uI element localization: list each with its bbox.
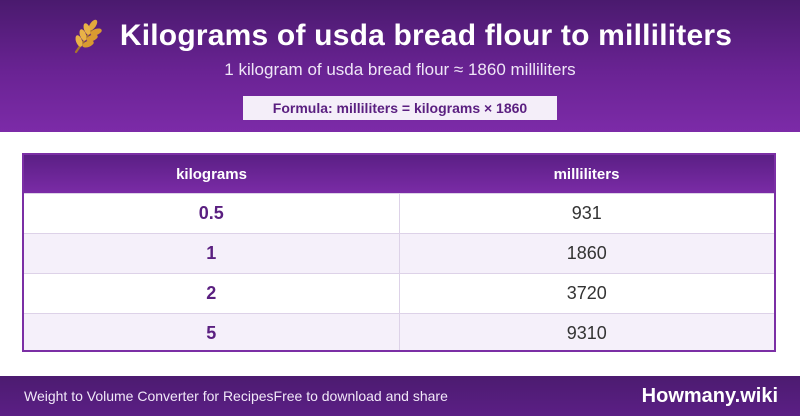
cell-kilograms: 1 <box>24 233 400 274</box>
cell-kilograms: 2 <box>24 273 400 314</box>
footer-share-text: Free to download and share <box>273 388 448 404</box>
page-title: Kilograms of usda bread flour to millili… <box>119 19 733 52</box>
table-row: 5 9310 <box>24 313 774 350</box>
table-header-row: kilograms milliliters <box>24 155 774 194</box>
footer-bar: Weight to Volume Converter for RecipesFr… <box>0 376 800 416</box>
title-row: Kilograms of usda bread flour to millili… <box>0 14 800 58</box>
table-row: 2 3720 <box>24 273 774 314</box>
table-row: 0.5 931 <box>24 193 774 234</box>
conversion-table-grid: kilograms milliliters 0.5 931 1 1860 2 3… <box>24 155 774 350</box>
cell-milliliters: 3720 <box>399 273 774 314</box>
column-header-milliliters: milliliters <box>399 155 774 194</box>
cell-milliliters: 931 <box>399 193 774 234</box>
header-banner: Kilograms of usda bread flour to millili… <box>0 0 800 132</box>
cell-milliliters: 9310 <box>399 313 774 350</box>
brand-logo-text[interactable]: Howmany.wiki <box>641 385 778 407</box>
conversion-table: kilograms milliliters 0.5 931 1 1860 2 3… <box>22 153 776 352</box>
cell-milliliters: 1860 <box>399 233 774 274</box>
cell-kilograms: 0.5 <box>24 193 400 234</box>
table-row: 1 1860 <box>24 233 774 274</box>
formula-box: Formula: milliliters = kilograms × 1860 <box>243 96 557 120</box>
wheat-icon <box>68 16 108 56</box>
cell-kilograms: 5 <box>24 313 400 350</box>
footer-tagline: Weight to Volume Converter for RecipesFr… <box>24 376 448 416</box>
conversion-subtitle: 1 kilogram of usda bread flour ≈ 1860 mi… <box>224 60 576 79</box>
footer-converter-text: Weight to Volume Converter for Recipes <box>24 388 274 404</box>
column-header-kilograms: kilograms <box>24 155 399 194</box>
